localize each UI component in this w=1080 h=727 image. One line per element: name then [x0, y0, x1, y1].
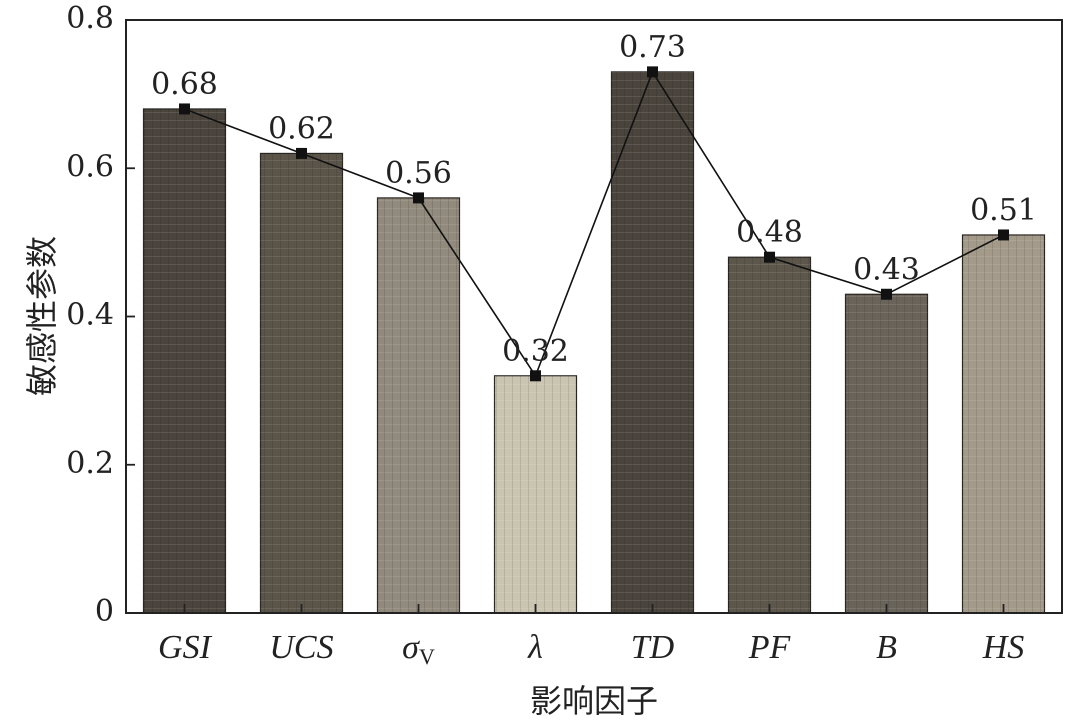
bars: [142, 71, 1046, 614]
data-label: 0.48: [736, 215, 803, 250]
bar-texture: [845, 294, 928, 613]
x-axis: GSI UCS σV λ TD PF B HS: [158, 604, 1024, 669]
bar-texture: [611, 71, 694, 613]
bar-texture: [494, 375, 577, 613]
y-tick-label: 0: [95, 594, 114, 629]
data-label: 0.56: [385, 156, 452, 191]
x-tick-label: GSI: [158, 629, 213, 666]
marker-UCS: [296, 147, 307, 159]
y-tick-label: 0.8: [66, 1, 114, 36]
marker-PF: [764, 251, 775, 263]
x-tick-label: TD: [631, 629, 675, 666]
bar-texture: [260, 153, 343, 614]
x-tick-label-sub: V: [419, 644, 435, 669]
marker-B: [881, 288, 892, 300]
x-tick-label: UCS: [269, 629, 333, 666]
y-axis-title: 敏感性参数: [23, 236, 61, 396]
data-label: 0.68: [151, 67, 218, 102]
marker-σ_V: [413, 192, 424, 204]
marker-GSI: [179, 103, 190, 115]
y-tick-label: 0.4: [66, 298, 114, 333]
marker-λ: [530, 370, 541, 382]
y-axis: 0 0.2 0.4 0.6 0.8: [66, 1, 135, 629]
y-tick-label: 0.6: [66, 149, 114, 184]
data-label: 0.43: [853, 252, 920, 287]
x-tick-label: B: [876, 629, 897, 666]
marker-HS: [998, 229, 1009, 241]
trend-line: [184, 70, 1004, 378]
x-tick-label-main: B: [876, 629, 897, 666]
x-tick-label-main: TD: [631, 629, 675, 666]
x-tick-label-main: σ: [402, 629, 420, 666]
trend-line-layer: [179, 66, 1009, 382]
data-label: 0.51: [970, 193, 1037, 228]
x-tick-label-main: UCS: [269, 629, 333, 666]
y-tick-label: 0.2: [66, 446, 114, 481]
bar-texture: [728, 257, 811, 613]
x-tick-label-main: HS: [982, 629, 1025, 666]
bar-texture: [377, 197, 460, 613]
bar-texture: [962, 234, 1045, 613]
x-tick-label: PF: [748, 629, 792, 666]
x-tick-label-main: PF: [748, 629, 792, 666]
marker-TD: [647, 66, 658, 78]
x-tick-label: λ: [527, 629, 543, 666]
x-tick-label-main: GSI: [158, 629, 213, 666]
data-label: 0.62: [268, 111, 335, 146]
data-label: 0.73: [619, 30, 686, 65]
data-labels: 0.68 0.62 0.56 0.32 0.73 0.48 0.43 0.51: [151, 30, 1037, 369]
bar-texture: [143, 108, 226, 613]
x-tick-label-main: λ: [527, 629, 543, 666]
data-label: 0.32: [502, 334, 569, 369]
x-axis-title: 影响因子: [530, 682, 658, 720]
x-tick-label: HS: [982, 629, 1025, 666]
x-tick-label: σV: [402, 629, 435, 669]
